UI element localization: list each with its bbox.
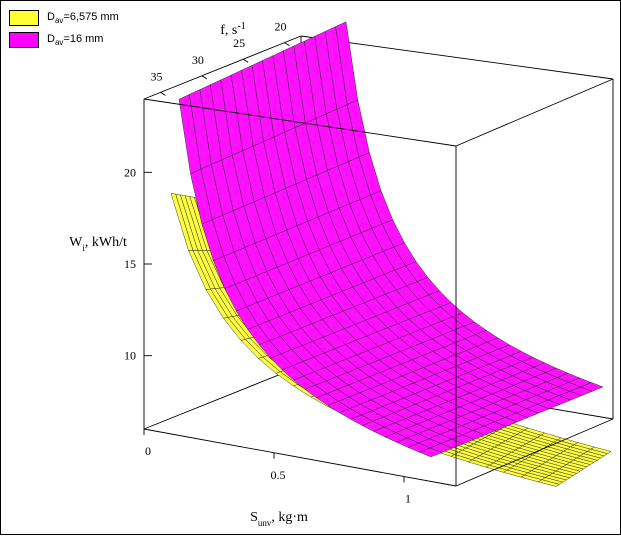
surface-patch [579, 382, 604, 392]
s-axis-title: Sunv, kg·m [250, 510, 308, 528]
surfaces [170, 21, 612, 487]
legend-item-magenta: Dav=16 mm [9, 29, 119, 51]
legend: Dav=6,575 mm Dav=16 mm [9, 7, 119, 51]
box-edge [455, 418, 614, 487]
surface-patch [590, 446, 612, 454]
legend-label-magenta: Dav=16 mm [47, 32, 104, 48]
surface-magenta [178, 21, 604, 458]
f-tick-label: 35 [151, 69, 163, 83]
f-tick [284, 42, 290, 47]
w-axis-title: Wi, kWh/t [69, 235, 127, 253]
legend-swatch-yellow [9, 10, 39, 26]
f-tick-label: 25 [233, 36, 245, 50]
box-edge [143, 365, 302, 430]
f-tick [242, 58, 249, 63]
legend-swatch-magenta [9, 32, 39, 48]
f-tick [160, 91, 166, 96]
w-tick-label: 15 [124, 257, 136, 271]
axis-labels: Wi, kWh/t f, s-1 Sunv, kg·m [69, 21, 308, 529]
f-tick-label: 30 [192, 53, 204, 67]
box-edge [143, 98, 457, 147]
box-edge [455, 78, 614, 147]
box-front-edges [143, 78, 614, 487]
box-edge [143, 35, 302, 100]
axis-ticks: 10 15 20 20 25 30 35 0 0.5 1 [124, 20, 411, 506]
f-tick [201, 75, 208, 80]
s-tick-label: 0 [145, 444, 151, 458]
f-axis-title: f, s-1 [220, 21, 245, 39]
f-tick-label: 20 [274, 20, 286, 34]
box-edge [300, 35, 614, 80]
s-tick-label: 1 [405, 492, 411, 506]
w-tick-label: 10 [124, 349, 136, 363]
w-tick-label: 20 [124, 165, 136, 179]
legend-label-yellow: Dav=6,575 mm [47, 10, 119, 26]
legend-item-yellow: Dav=6,575 mm [9, 7, 119, 29]
s-tick-label: 0.5 [271, 468, 286, 482]
